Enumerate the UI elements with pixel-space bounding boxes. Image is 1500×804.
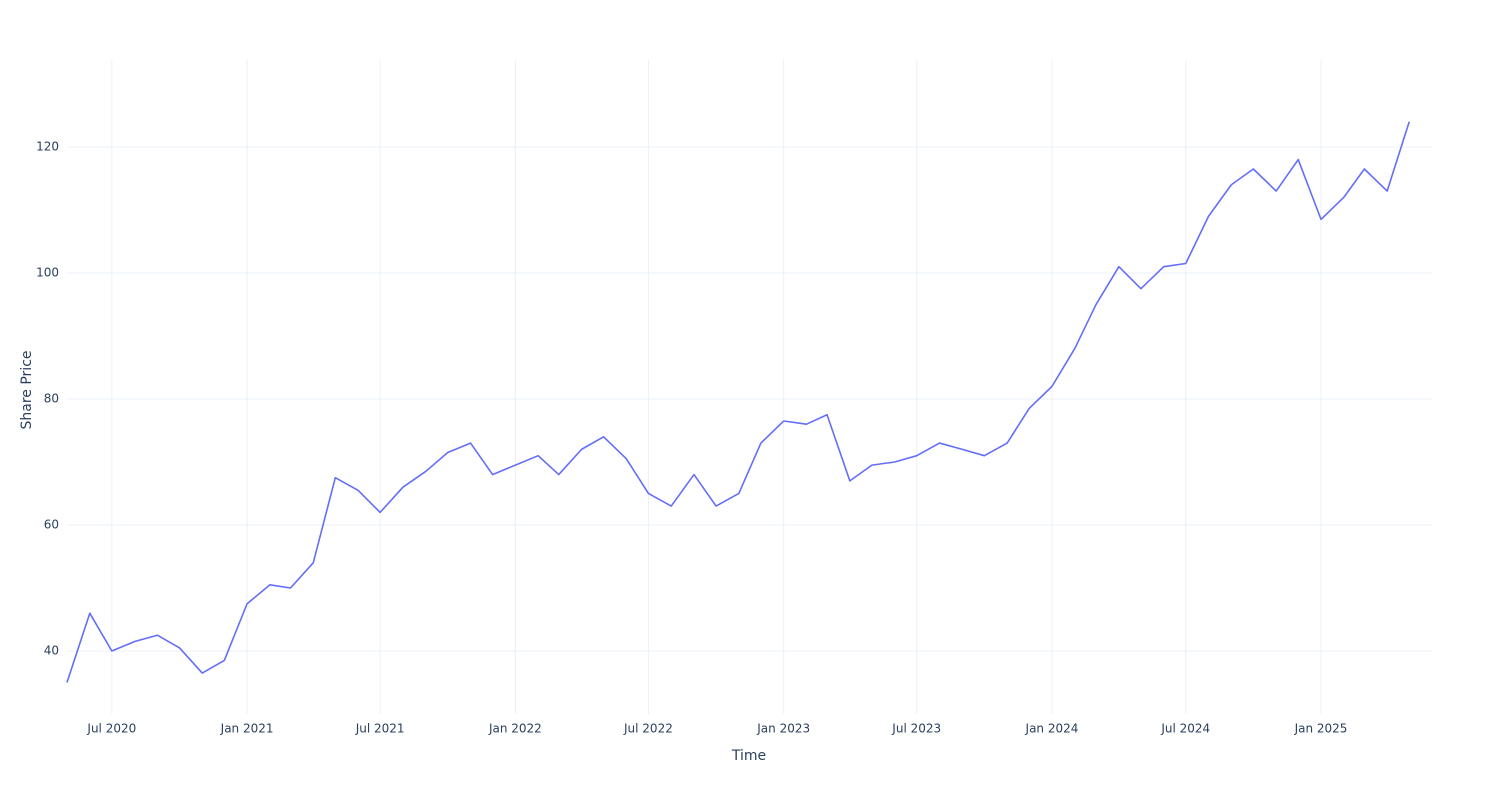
y-tick-label: 120 (36, 139, 59, 153)
price-line (66, 121, 1410, 683)
x-tick-label: Jul 2023 (891, 722, 941, 736)
x-tick-label: Jul 2021 (355, 722, 405, 736)
x-tick-label: Jan 2023 (756, 722, 810, 736)
x-tick-label: Jan 2022 (488, 722, 542, 736)
x-tick-label: Jan 2025 (1294, 722, 1348, 736)
x-tick-label: Jul 2022 (623, 722, 673, 736)
x-tick-label: Jan 2021 (220, 722, 274, 736)
y-axis-title: Share Price (19, 350, 35, 429)
y-tick-label: 100 (36, 265, 59, 279)
y-tick-label: 80 (44, 391, 59, 405)
x-tick-label: Jan 2024 (1025, 722, 1079, 736)
y-tick-label: 40 (44, 643, 59, 657)
y-tick-label: 60 (44, 517, 59, 531)
x-axis-title: Time (731, 748, 766, 764)
x-tick-label: Jul 2020 (86, 722, 136, 736)
x-tick-label: Jul 2024 (1160, 722, 1210, 736)
